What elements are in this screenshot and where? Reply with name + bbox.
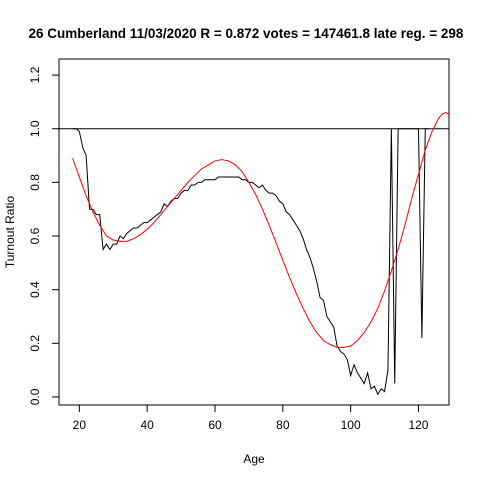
y-tick-label: 0.2 <box>28 335 42 352</box>
y-tick-label: 1.0 <box>28 120 42 137</box>
series-observed-line <box>72 128 429 396</box>
y-tick-label: 0.8 <box>28 174 42 191</box>
y-tick-label: 0.0 <box>28 388 42 405</box>
x-tick-label: 100 <box>341 418 361 432</box>
y-axis: 0.0 0.2 0.4 0.6 0.8 1.0 1.2 <box>28 66 59 405</box>
series-layer <box>72 112 450 396</box>
x-tick-label: 120 <box>408 418 428 432</box>
y-tick-label: 0.6 <box>28 227 42 244</box>
x-tick-label: 20 <box>73 418 87 432</box>
x-tick-label: 80 <box>276 418 290 432</box>
y-axis-label: Turnout Ratio <box>3 196 17 269</box>
y-tick-label: 1.2 <box>28 66 42 83</box>
series-fit-line <box>72 112 450 348</box>
x-axis: 20 40 60 80 100 120 <box>73 405 429 432</box>
chart-title: 26 Cumberland 11/03/2020 R = 0.872 votes… <box>29 26 464 41</box>
plot-frame <box>58 58 450 406</box>
x-axis-label: Age <box>243 452 265 466</box>
x-tick-label: 40 <box>140 418 154 432</box>
y-tick-label: 0.4 <box>28 281 42 298</box>
x-tick-label: 60 <box>208 418 222 432</box>
